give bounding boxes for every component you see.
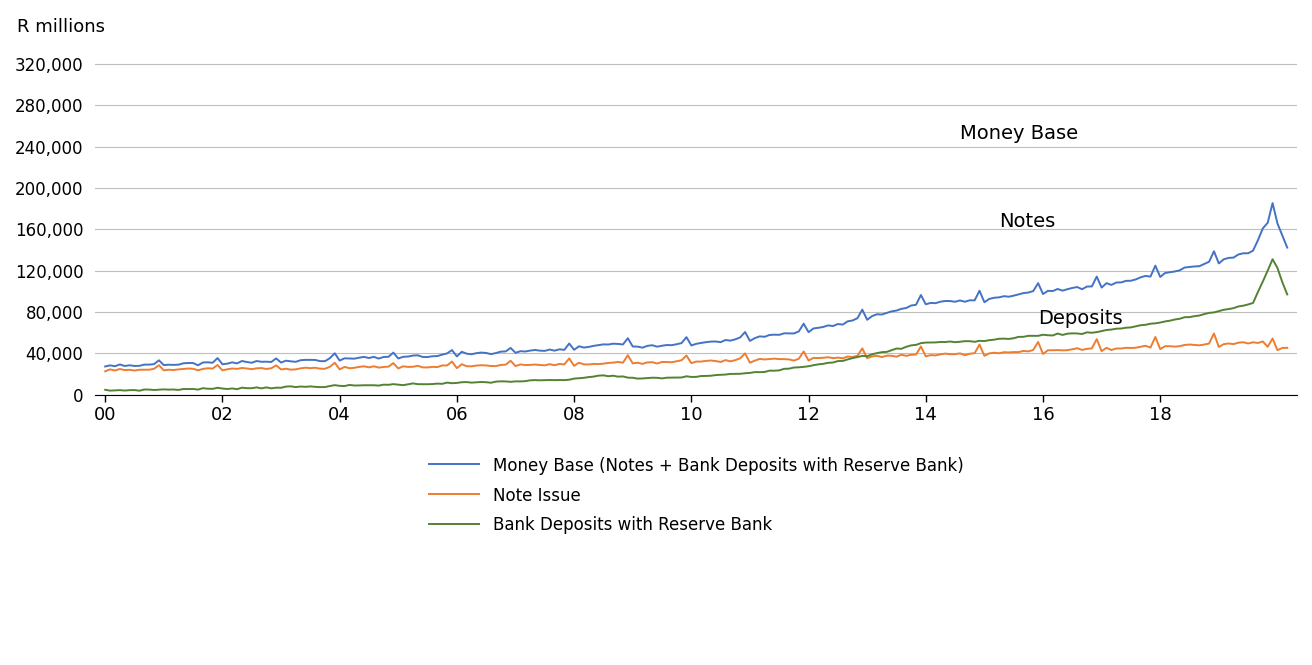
Text: Notes: Notes	[998, 212, 1055, 231]
Line: Money Base (Notes + Bank Deposits with Reserve Bank): Money Base (Notes + Bank Deposits with R…	[105, 203, 1287, 366]
Money Base (Notes + Bank Deposits with Reserve Bank)	[757, 332, 773, 340]
Bank Deposits with Reserve Bank	[1265, 255, 1281, 263]
Bank Deposits with Reserve Bank	[171, 386, 186, 394]
Note Issue	[1225, 340, 1241, 348]
Bank Deposits with Reserve Bank	[635, 374, 651, 382]
Money Base (Notes + Bank Deposits with Reserve Bank)	[1220, 254, 1236, 262]
Money Base (Notes + Bank Deposits with Reserve Bank)	[664, 341, 680, 349]
Text: Deposits: Deposits	[1038, 309, 1123, 329]
Legend: Money Base (Notes + Bank Deposits with Reserve Bank), Note Issue, Bank Deposits : Money Base (Notes + Bank Deposits with R…	[421, 449, 972, 543]
Bank Deposits with Reserve Bank	[97, 386, 113, 394]
Money Base (Notes + Bank Deposits with Reserve Bank)	[630, 342, 646, 350]
Note Issue	[664, 358, 680, 366]
Note Issue	[97, 367, 113, 375]
Money Base (Notes + Bank Deposits with Reserve Bank)	[97, 362, 113, 370]
Text: R millions: R millions	[17, 18, 105, 36]
Bank Deposits with Reserve Bank	[761, 366, 777, 374]
Text: Money Base: Money Base	[960, 124, 1078, 144]
Line: Note Issue: Note Issue	[105, 333, 1287, 371]
Note Issue	[1279, 344, 1295, 352]
Bank Deposits with Reserve Bank	[669, 374, 685, 382]
Money Base (Notes + Bank Deposits with Reserve Bank)	[1265, 199, 1281, 207]
Bank Deposits with Reserve Bank	[497, 378, 513, 386]
Note Issue	[630, 358, 646, 366]
Bank Deposits with Reserve Bank	[1279, 291, 1295, 299]
Money Base (Notes + Bank Deposits with Reserve Bank)	[1279, 243, 1295, 251]
Money Base (Notes + Bank Deposits with Reserve Bank)	[165, 361, 181, 369]
Note Issue	[757, 356, 773, 364]
Money Base (Notes + Bank Deposits with Reserve Bank)	[493, 348, 509, 356]
Bank Deposits with Reserve Bank	[131, 387, 147, 395]
Bank Deposits with Reserve Bank	[1225, 304, 1241, 312]
Note Issue	[165, 366, 181, 374]
Line: Bank Deposits with Reserve Bank: Bank Deposits with Reserve Bank	[105, 259, 1287, 391]
Note Issue	[493, 361, 509, 369]
Note Issue	[1206, 329, 1221, 337]
